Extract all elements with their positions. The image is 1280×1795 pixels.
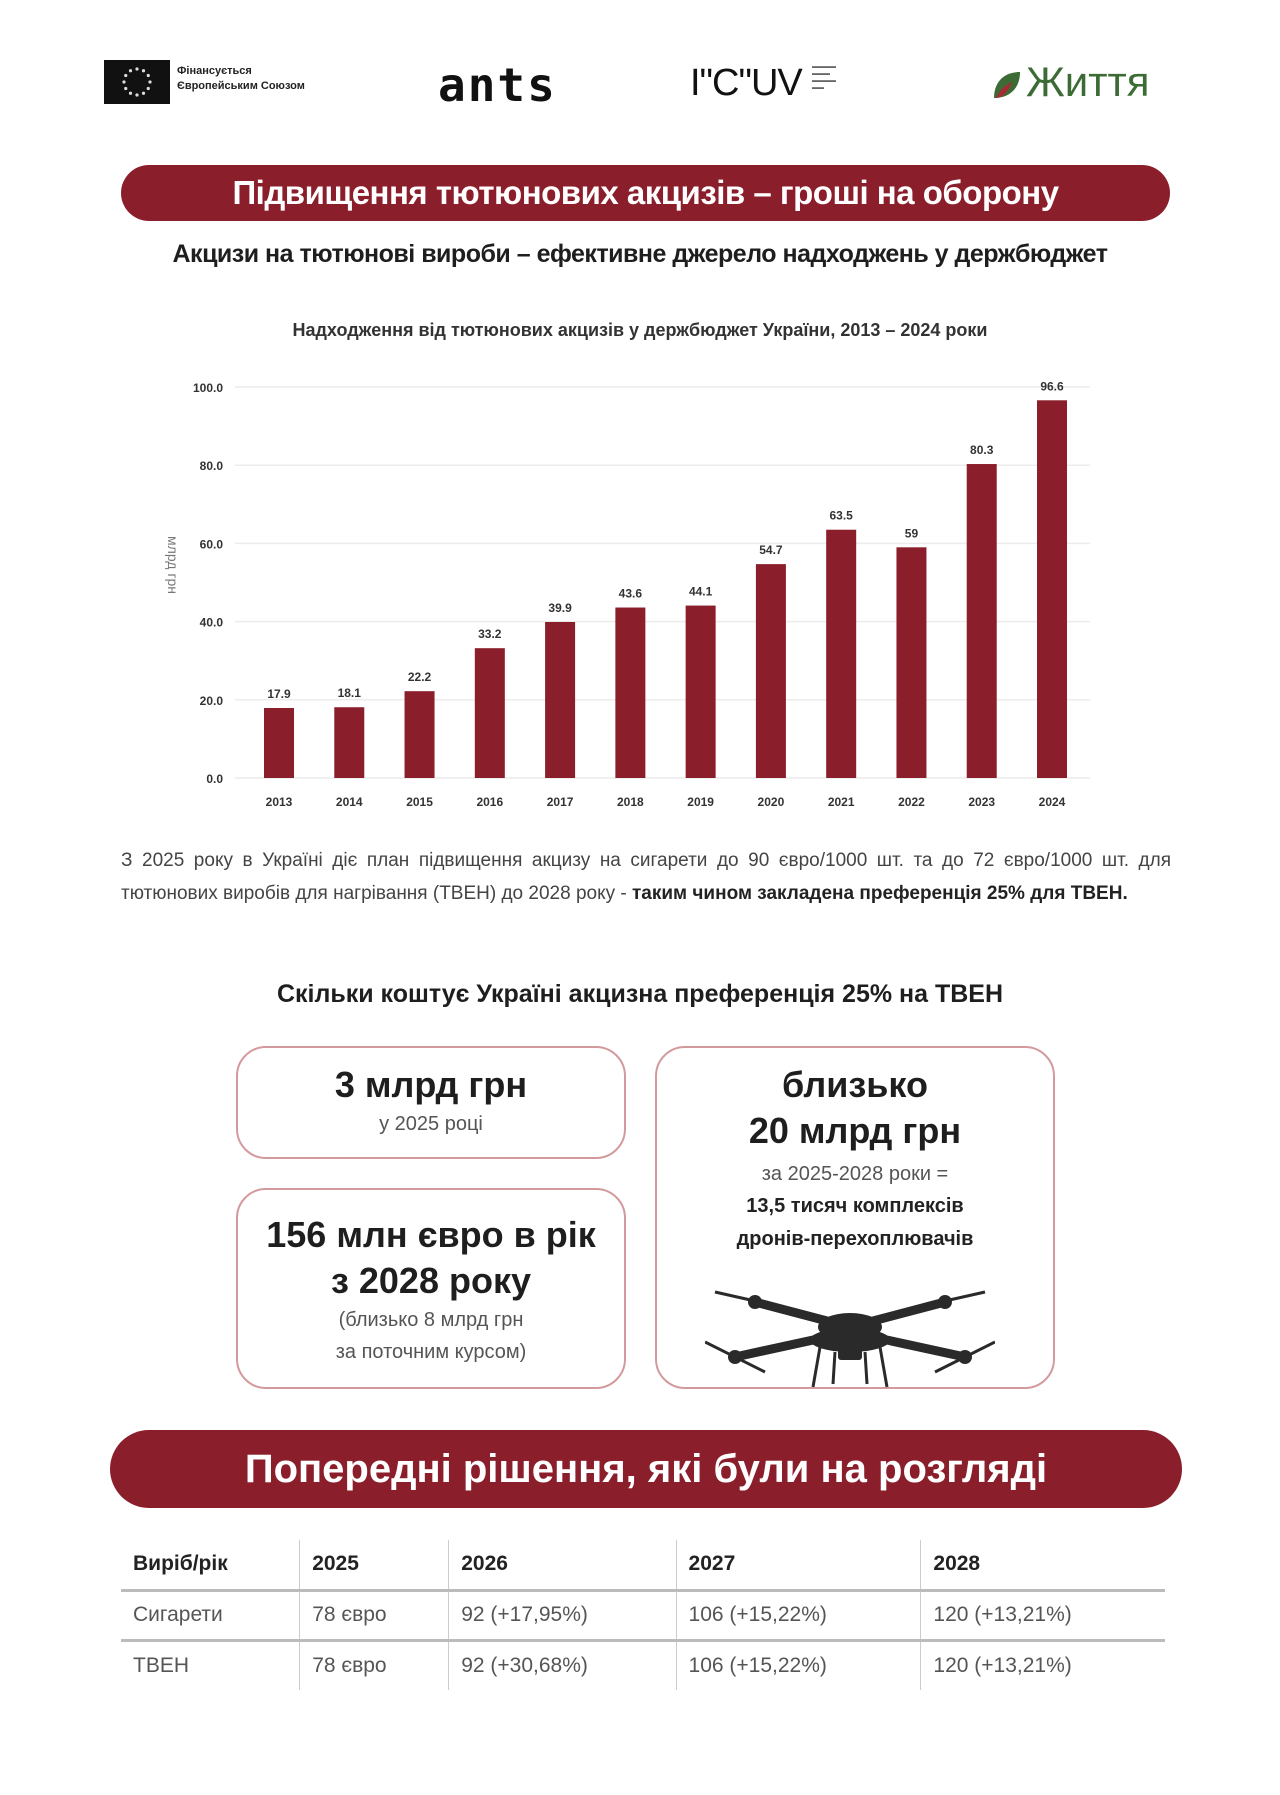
cost-note: у 2025 році: [379, 1113, 483, 1135]
data-label: 80.3: [970, 443, 994, 457]
chart-title: Надходження від тютюнових акцизів у держ…: [292, 320, 988, 340]
table-cell: 120 (+13,21%): [920, 1640, 1165, 1690]
table-row: Сигарети 78 євро 92 (+17,95%) 106 (+15,2…: [121, 1590, 1165, 1642]
cost-note: за поточним курсом): [335, 1341, 527, 1363]
table-cell: ТВЕН: [133, 1653, 190, 1677]
y-tick-label: 80.0: [200, 459, 224, 473]
bar-2015: [404, 691, 435, 778]
data-label: 18.1: [338, 686, 362, 700]
data-label: 63.5: [830, 509, 854, 523]
y-tick-label: 100.0: [193, 381, 223, 395]
table-cell: 120 (+13,21%): [920, 1590, 1165, 1642]
cost-box-2025: 3 млрд грн у 2025 році: [236, 1046, 626, 1159]
bar-2021: [826, 529, 857, 778]
data-label: 17.9: [267, 687, 291, 701]
paragraph-bold-text: таким чином закладена преференція 25% дл…: [632, 883, 1128, 904]
bar-2019: [685, 605, 716, 778]
icuv-logo: I"C"UV: [690, 62, 803, 104]
column-header: Виріб/рік: [121, 1540, 300, 1592]
zhyttia-logo: Життя: [1026, 58, 1150, 105]
table-cell: 92 (+17,95%): [448, 1590, 677, 1642]
cost-value: з 2028 року: [330, 1260, 531, 1301]
paragraph-text: З 2025 року в Україні діє план підвищенн…: [121, 850, 1171, 904]
cost-box-total: близько 20 млрд грн за 2025-2028 роки = …: [655, 1046, 1055, 1389]
table-cell: Сигарети: [121, 1590, 300, 1642]
x-tick-label: 2024: [1039, 795, 1066, 809]
cost-note: (близько 8 млрд грн: [338, 1309, 524, 1331]
bar-2020: [755, 564, 786, 778]
table-cell: 78 євро: [299, 1590, 449, 1642]
x-tick-label: 2020: [758, 795, 785, 809]
cost-note: за 2025-2028 роки =: [761, 1163, 949, 1185]
cost-value: близько: [782, 1064, 928, 1105]
x-tick-label: 2017: [547, 795, 574, 809]
x-tick-label: 2022: [898, 795, 925, 809]
y-tick-label: 60.0: [200, 537, 224, 551]
table-row: ТВЕН 78 євро 92 (+30,68%) 106 (+15,22%) …: [121, 1640, 1165, 1690]
cost-box-2028: 156 млн євро в рік з 2028 року (близько …: [236, 1188, 626, 1389]
column-header: 2028: [920, 1540, 1165, 1592]
table-cell: 106 (+15,22%): [675, 1590, 921, 1642]
table-cell: 78 євро: [299, 1640, 449, 1690]
ants-logo: ants: [438, 58, 557, 112]
eu-text-line: Європейським Союзом: [177, 80, 305, 92]
data-label: 22.2: [408, 670, 432, 684]
cost-value: 3 млрд грн: [334, 1064, 528, 1105]
bar-2018: [615, 607, 646, 778]
y-tick-label: 20.0: [200, 694, 224, 708]
data-label: 44.1: [689, 585, 713, 599]
bar-2014: [334, 707, 365, 778]
y-tick-label: 40.0: [200, 616, 224, 630]
y-axis-label: млрд грн: [165, 536, 181, 594]
drone-count: 13,5 тисяч комплексів: [746, 1195, 964, 1217]
x-tick-label: 2013: [266, 795, 293, 809]
cost-value: 156 млн євро в рік: [266, 1214, 596, 1255]
leaf-icon: [990, 68, 1024, 107]
data-label: 59: [905, 526, 919, 540]
drone-icon: [704, 1272, 996, 1397]
eu-text-line: Фінансується: [177, 65, 252, 77]
x-tick-label: 2014: [336, 795, 363, 809]
column-header: 2025: [299, 1540, 449, 1592]
icuv-logo-caption: ▬▬▬▬ ▬▬▬ ▬▬▬▬ ▬▬: [812, 64, 836, 91]
bar-2024: [1037, 400, 1067, 778]
previous-decisions-title: Попередні рішення, які були на розгляді: [110, 1430, 1182, 1508]
data-label: 39.9: [548, 601, 572, 615]
excise-plan-paragraph: З 2025 року в Україні діє план підвищенн…: [121, 844, 1171, 910]
data-label: 96.6: [1040, 379, 1064, 393]
column-header: 2027: [675, 1540, 921, 1592]
data-label: 54.7: [759, 543, 783, 557]
previous-decisions-table: Виріб/рік 2025 2026 2027 2028 Сигарети 7…: [121, 1540, 1165, 1690]
page-subtitle: Акцизи на тютюнові вироби – ефективне дж…: [172, 240, 1109, 268]
x-tick-label: 2018: [617, 795, 644, 809]
bar-2017: [545, 621, 576, 778]
cost-heading: Скільки коштує Україні акцизна преференц…: [276, 980, 1004, 1008]
column-header: 2026: [448, 1540, 677, 1592]
bar-chart: 0.0 20.0 40.0 60.0 80.0 100.0 млрд грн 17.9 2013…: [165, 379, 1090, 809]
x-tick-label: 2023: [968, 795, 995, 809]
x-tick-label: 2019: [687, 795, 714, 809]
table-cell: 92 (+30,68%): [448, 1640, 677, 1690]
bar-2016: [474, 648, 505, 778]
y-tick-label: 0.0: [206, 772, 223, 786]
data-label: 43.6: [619, 587, 643, 601]
x-tick-label: 2016: [476, 795, 503, 809]
drone-count: дронів-перехоплювачів: [736, 1228, 974, 1250]
table-cell: 106 (+15,22%): [675, 1640, 921, 1690]
page-title: Підвищення тютюнових акцизів – гроші на …: [121, 165, 1170, 221]
bar-2013: [264, 708, 294, 778]
bar-2022: [896, 547, 927, 778]
cost-value: 20 млрд грн: [748, 1110, 962, 1151]
x-tick-label: 2021: [828, 795, 855, 809]
bar-2023: [966, 464, 997, 778]
eu-flag-logo: [104, 60, 170, 104]
x-tick-label: 2015: [406, 795, 433, 809]
data-label: 33.2: [478, 627, 502, 641]
eu-funding-text: Фінансується Європейським Союзом: [177, 64, 305, 94]
